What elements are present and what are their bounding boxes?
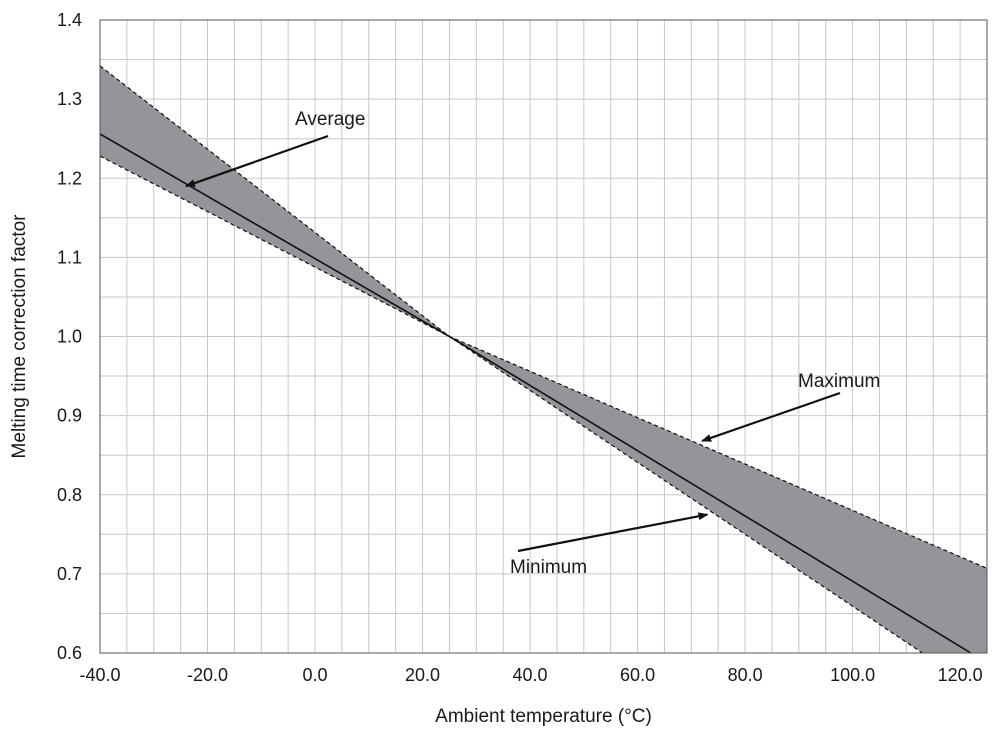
x-tick-label: 0.0 (303, 665, 328, 685)
x-tick-label: 40.0 (513, 665, 548, 685)
x-tick-label: 100.0 (830, 665, 875, 685)
annotation-arrow (701, 391, 841, 442)
grid (99, 19, 987, 654)
annotation-text: Average (295, 109, 365, 130)
x-tick-label: 60.0 (620, 665, 655, 685)
series-line-minimum (100, 155, 923, 653)
x-tick-label: -20.0 (187, 665, 228, 685)
y-tick-label: 1.2 (57, 168, 82, 188)
x-tick-label: -40.0 (79, 665, 120, 685)
y-tick-label: 1.0 (57, 327, 82, 347)
y-tick-label: 1.3 (57, 89, 82, 109)
annotations: Average Maximum Minimum (185, 109, 880, 578)
y-tick-label: 0.9 (57, 406, 82, 426)
annotation-minimum: Minimum (510, 512, 709, 578)
series-lines (100, 65, 987, 653)
y-tick-label: 0.6 (57, 643, 82, 663)
annotation-maximum: Maximum (701, 371, 880, 442)
x-tick-label: 80.0 (728, 665, 763, 685)
annotation-average: Average (185, 109, 365, 188)
x-tick-labels: -40.0 -20.0 0.0 20.0 40.0 60.0 80.0 100.0 120.0 (79, 665, 982, 685)
x-axis-label: Ambient temperature (°C) (435, 706, 652, 727)
y-tick-label: 0.8 (57, 485, 82, 505)
series-line-maximum (100, 65, 987, 569)
y-tick-label: 0.7 (57, 564, 82, 584)
y-tick-label: 1.1 (57, 247, 82, 267)
x-tick-label: 120.0 (938, 665, 983, 685)
annotation-arrow (185, 134, 329, 188)
x-tick-label: 20.0 (405, 665, 440, 685)
y-tick-label: 1.4 (57, 10, 82, 30)
annotation-text: Maximum (798, 371, 880, 392)
y-tick-labels: 0.6 0.7 0.8 0.9 1.0 1.1 1.2 1.3 1.4 (57, 10, 82, 663)
annotation-arrow (517, 512, 709, 553)
annotation-text: Minimum (510, 557, 587, 578)
plot-frame (99, 19, 988, 654)
range-band (100, 65, 987, 653)
y-axis-label: Melting time correction factor (9, 214, 30, 459)
